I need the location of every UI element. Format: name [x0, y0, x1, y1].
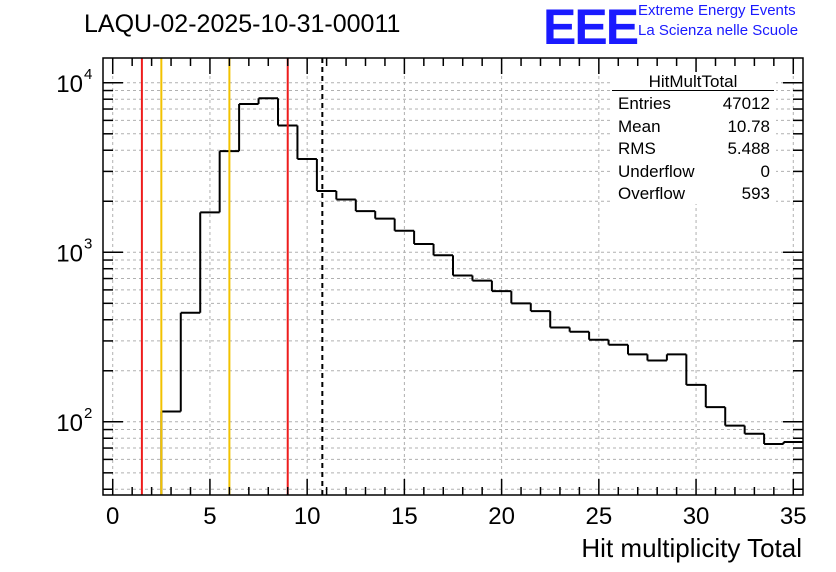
stat-value: 5.488 [727, 139, 770, 158]
y-tick-label-exponent: 4 [84, 66, 92, 83]
stats-divider [612, 90, 774, 91]
x-tick-label: 10 [294, 503, 321, 530]
stats-box: HitMultTotal Entries 47012 Mean 10.78 RM… [610, 72, 776, 204]
stat-key: Underflow [618, 162, 695, 181]
stat-key: Mean [618, 117, 661, 136]
grid-lines [103, 58, 803, 495]
x-tick-label: 25 [585, 503, 612, 530]
x-tick-label: 5 [203, 503, 216, 530]
logo-line-1: Extreme Energy Events [638, 2, 796, 19]
chart-title: LAQU-02-2025-10-31-00011 [84, 10, 401, 38]
stat-value: 10.78 [727, 117, 770, 136]
stat-key: Overflow [618, 184, 686, 203]
axis-ticks [103, 58, 803, 495]
logo-line-2: La Scienza nelle Scuole [638, 22, 799, 39]
stats-title: HitMultTotal [648, 72, 738, 91]
stat-value: 47012 [722, 94, 770, 113]
x-tick-label: 35 [780, 503, 807, 530]
y-tick-label: 10 [56, 71, 83, 98]
stat-value: 593 [741, 184, 770, 203]
y-tick-label-exponent: 3 [84, 235, 92, 252]
y-tick-label: 10 [56, 240, 83, 267]
eee-logo: EEE [543, 0, 639, 55]
stat-key: RMS [618, 139, 656, 158]
stat-value: 0 [760, 162, 770, 181]
x-tick-label: 20 [488, 503, 515, 530]
x-tick-label: 15 [391, 503, 418, 530]
x-tick-label: 0 [106, 503, 119, 530]
x-axis-label: Hit multiplicity Total [581, 533, 802, 563]
marker-lines [140, 58, 324, 495]
x-tick-label: 30 [683, 503, 710, 530]
plot-frame [102, 57, 804, 496]
y-tick-label-exponent: 2 [84, 405, 92, 422]
stat-key: Entries [618, 94, 671, 113]
y-tick-label: 10 [56, 410, 83, 437]
